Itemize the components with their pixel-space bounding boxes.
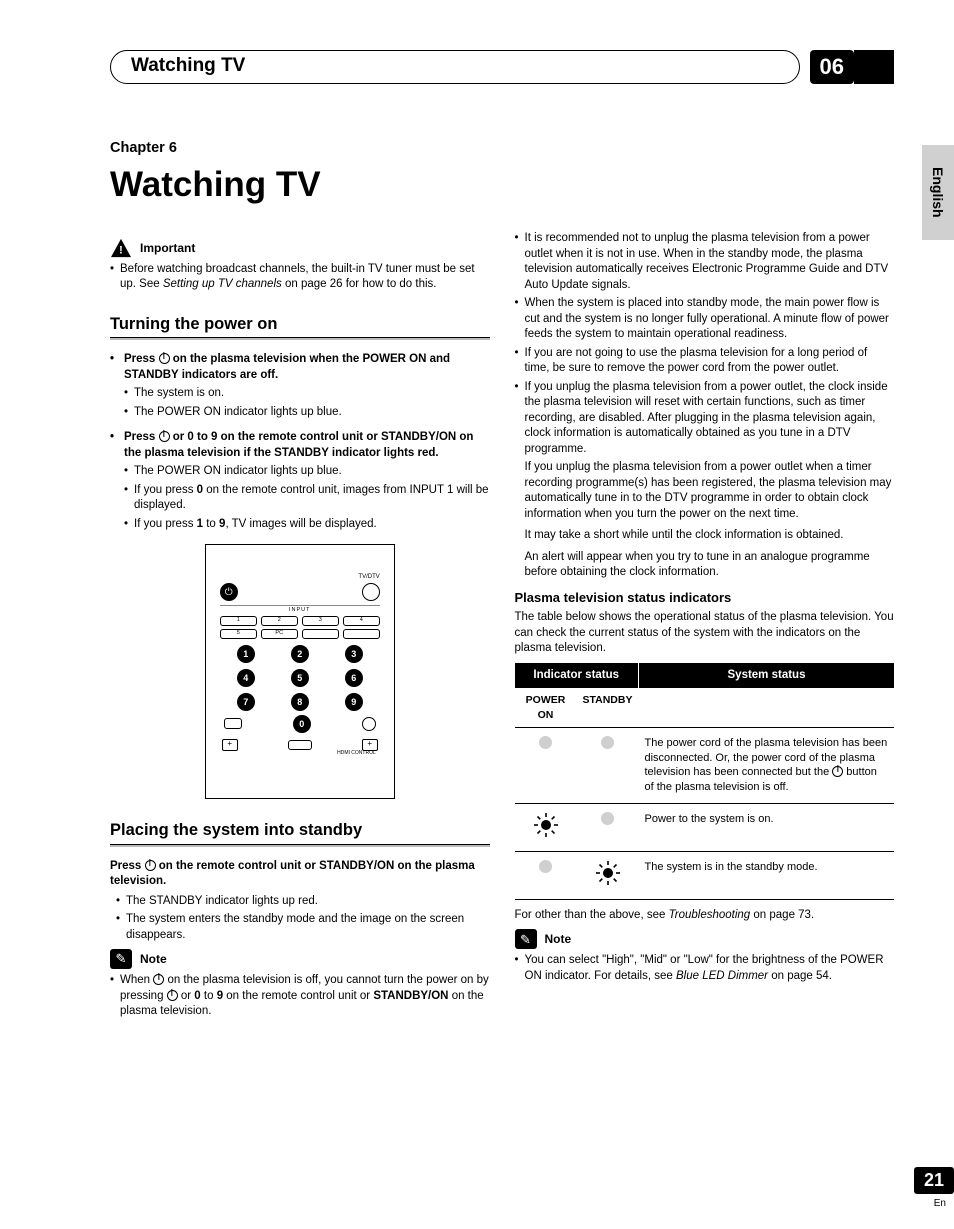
remote-tvdtv-label: TV/DTV bbox=[358, 573, 379, 581]
power-icon bbox=[159, 431, 170, 442]
table-footer: For other than the above, see Troublesho… bbox=[515, 908, 895, 924]
right-column: It is recommended not to unplug the plas… bbox=[515, 139, 895, 1023]
note-label: Note bbox=[545, 931, 572, 947]
header-black-bar bbox=[854, 50, 894, 84]
sub-standby: STANDBY bbox=[577, 688, 639, 727]
status-desc: The system is in the standby mode. bbox=[639, 852, 895, 900]
section-rule bbox=[110, 844, 490, 847]
chapter-number-badge: 06 bbox=[810, 50, 854, 84]
table-row: The system is in the standby mode. bbox=[515, 852, 895, 900]
note-heading: ✎ Note bbox=[515, 929, 895, 949]
table-row: Power to the system is on. bbox=[515, 804, 895, 852]
sub-item: If you press 1 to 9, TV images will be d… bbox=[124, 517, 490, 533]
remote-input-row1: 1 2 3 4 bbox=[220, 616, 380, 626]
important-heading: ! Important bbox=[110, 238, 490, 258]
power-steps: Press on the plasma television when the … bbox=[110, 352, 490, 532]
indicator-off-icon bbox=[601, 736, 614, 749]
indicator-off-icon bbox=[601, 812, 614, 825]
remote-power-button: ⏻ bbox=[220, 583, 238, 601]
remote-input-label: INPUT bbox=[220, 605, 380, 614]
sub-item: The system enters the standby mode and t… bbox=[116, 912, 490, 943]
language-label: English bbox=[930, 167, 946, 218]
pencil-icon: ✎ bbox=[515, 929, 537, 949]
language-tab: English bbox=[922, 145, 954, 240]
note-label: Note bbox=[140, 951, 167, 967]
indicator-on-icon bbox=[533, 812, 559, 838]
indicator-off-icon bbox=[539, 736, 552, 749]
page-number: 21 bbox=[914, 1167, 954, 1194]
section-heading-standby: Placing the system into standby bbox=[110, 819, 490, 841]
remote-hdmi-label: HDMI CONTROL bbox=[337, 750, 376, 757]
remote-diagram: TV/DTV ⏻ INPUT 1 2 3 4 5 PC bbox=[205, 544, 395, 799]
indicator-on-icon bbox=[595, 860, 621, 886]
status-heading: Plasma television status indicators bbox=[515, 589, 895, 607]
remote-wide bbox=[288, 740, 312, 750]
status-table: Indicator status System status POWER ON … bbox=[515, 663, 895, 900]
power-icon bbox=[167, 990, 178, 1001]
note-item: When on the plasma television is off, yo… bbox=[110, 973, 490, 1020]
warning-icon: ! bbox=[110, 238, 132, 258]
note-heading: ✎ Note bbox=[110, 949, 490, 969]
sub-item: The system is on. bbox=[124, 386, 490, 402]
list-item: If you are not going to use the plasma t… bbox=[515, 346, 895, 377]
indicator-off-icon bbox=[539, 860, 552, 873]
power-step: Press or 0 to 9 on the remote control un… bbox=[110, 430, 490, 532]
sub-item: The STANDBY indicator lights up red. bbox=[116, 894, 490, 910]
extra-para: It may take a short while until the cloc… bbox=[515, 528, 895, 544]
extra-para: An alert will appear when you try to tun… bbox=[515, 550, 895, 581]
header-capsule: Watching TV bbox=[110, 50, 800, 84]
power-step: Press on the plasma television when the … bbox=[110, 352, 490, 420]
page-header: Watching TV 06 bbox=[110, 50, 894, 84]
right-top-list: It is recommended not to unplug the plas… bbox=[515, 231, 895, 457]
table-row: The power cord of the plasma television … bbox=[515, 727, 895, 803]
list-item: If you unplug the plasma television from… bbox=[515, 380, 895, 458]
sub-item: The POWER ON indicator lights up blue. bbox=[124, 405, 490, 421]
remote-zero: 0 bbox=[293, 715, 311, 733]
important-item: Before watching broadcast channels, the … bbox=[110, 262, 490, 293]
power-icon bbox=[153, 974, 164, 985]
svg-text:!: ! bbox=[119, 244, 123, 256]
th-indicator: Indicator status bbox=[515, 663, 639, 689]
remote-tvdtv-button bbox=[362, 583, 380, 601]
status-desc: Power to the system is on. bbox=[639, 804, 895, 852]
sub-item: If you press 0 on the remote control uni… bbox=[124, 483, 490, 514]
remote-small-left bbox=[224, 718, 242, 729]
chapter-label: Chapter 6 bbox=[110, 139, 490, 159]
important-list: Before watching broadcast channels, the … bbox=[110, 262, 490, 293]
remote-small-right bbox=[362, 717, 376, 731]
extra-para: If you unplug the plasma television from… bbox=[515, 460, 895, 522]
page-lang: En bbox=[934, 1198, 946, 1209]
section-heading-power: Turning the power on bbox=[110, 313, 490, 335]
chapter-title: Watching TV bbox=[110, 161, 490, 208]
section-rule bbox=[110, 337, 490, 340]
standby-lead: Press on the remote control unit or STAN… bbox=[110, 859, 490, 890]
power-icon bbox=[159, 353, 170, 364]
sub-poweron: POWER ON bbox=[515, 688, 577, 727]
left-column: Chapter 6 Watching TV ! Important Before… bbox=[110, 139, 490, 1023]
remote-input-row2: 5 PC bbox=[220, 629, 380, 639]
sub-item: The POWER ON indicator lights up blue. bbox=[124, 464, 490, 480]
note-list: When on the plasma television is off, yo… bbox=[110, 973, 490, 1020]
important-label: Important bbox=[140, 240, 195, 256]
remote-plus-left: + bbox=[222, 739, 238, 751]
th-system: System status bbox=[639, 663, 895, 689]
standby-subs: The STANDBY indicator lights up red. The… bbox=[110, 894, 490, 944]
status-desc: The power cord of the plasma television … bbox=[639, 727, 895, 803]
power-icon bbox=[832, 766, 843, 777]
power-icon bbox=[145, 860, 156, 871]
pencil-icon: ✎ bbox=[110, 949, 132, 969]
list-item: It is recommended not to unplug the plas… bbox=[515, 231, 895, 293]
list-item: When the system is placed into standby m… bbox=[515, 296, 895, 343]
remote-number-grid: 1 2 3 4 5 6 7 8 9 bbox=[226, 645, 374, 711]
note-list: You can select "High", "Mid" or "Low" fo… bbox=[515, 953, 895, 984]
status-intro: The table below shows the operational st… bbox=[515, 610, 895, 657]
note-item: You can select "High", "Mid" or "Low" fo… bbox=[515, 953, 895, 984]
section-title: Watching TV bbox=[131, 55, 245, 76]
